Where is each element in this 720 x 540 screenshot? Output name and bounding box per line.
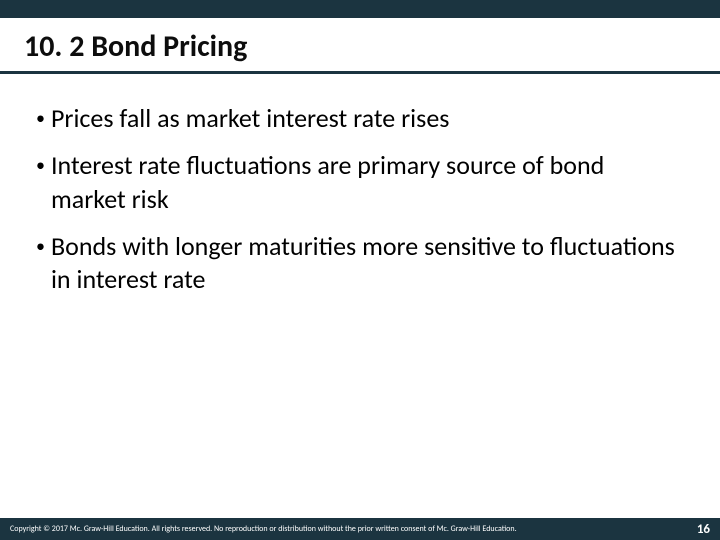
page-number: 16: [697, 522, 710, 537]
copyright-text: Copyright © 2017 Mc. Graw-Hill Education…: [10, 524, 517, 534]
bullet-text: Bonds with longer maturities more sensit…: [51, 230, 684, 297]
footer-bar: Copyright © 2017 Mc. Graw-Hill Education…: [0, 518, 720, 540]
bullet-marker-icon: •: [36, 154, 45, 177]
bullet-item: • Bonds with longer maturities more sens…: [36, 230, 684, 297]
content-area: • Prices fall as market interest rate ri…: [0, 74, 720, 296]
slide-title: 10. 2 Bond Pricing: [0, 18, 720, 71]
bullet-item: • Prices fall as market interest rate ri…: [36, 102, 684, 135]
bullet-marker-icon: •: [36, 107, 45, 130]
bullet-marker-icon: •: [36, 235, 45, 258]
bullet-item: • Interest rate fluctuations are primary…: [36, 149, 684, 216]
bullet-text: Prices fall as market interest rate rise…: [51, 102, 449, 135]
header-bar: [0, 0, 720, 18]
bullet-text: Interest rate fluctuations are primary s…: [51, 149, 684, 216]
